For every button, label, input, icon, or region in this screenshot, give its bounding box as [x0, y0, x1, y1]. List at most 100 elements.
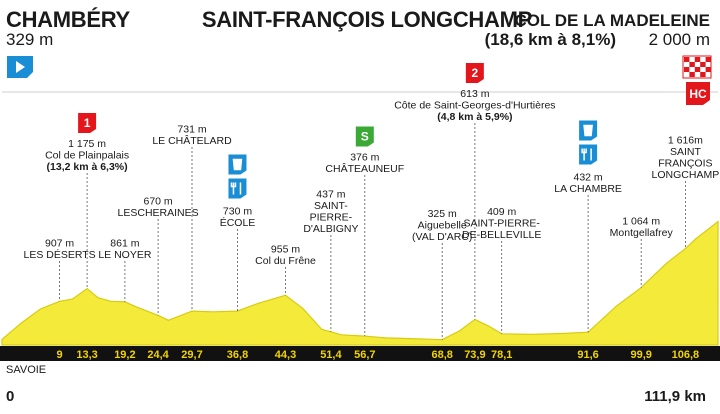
km-marker-label: 9 — [57, 349, 63, 361]
waypoint-label: 1 616m — [668, 135, 703, 147]
km-marker-label: 36,8 — [227, 349, 248, 361]
waypoint-label: 437 m — [316, 189, 345, 201]
sprint-letter: S — [361, 130, 369, 144]
waypoint-label: 432 m — [574, 172, 603, 184]
waypoint-label: Aiguebelle — [418, 220, 467, 232]
waypoint-label: (4,8 km à 5,9%) — [437, 111, 512, 123]
waypoint-label: 731 m — [177, 124, 206, 136]
km-marker-label: 99,9 — [630, 349, 651, 361]
waypoint-label: Col du Frêne — [255, 255, 316, 267]
feed-zone-icon-shape — [579, 144, 598, 165]
km-marker-label: 91,6 — [577, 349, 598, 361]
finish-flag-check — [684, 67, 690, 72]
sprint-badge-shape — [355, 126, 374, 147]
waypoint-label: PIERRE- — [310, 212, 353, 224]
start-town: CHAMBÉRY — [6, 7, 130, 32]
finish-flag-check — [700, 62, 706, 67]
waypoint-label: LONGCHAMP — [652, 169, 720, 181]
waypoint-label: LA CHAMBRE — [554, 183, 622, 195]
waypoint-label: 907 m — [45, 238, 74, 250]
km-marker-label: 19,2 — [114, 349, 135, 361]
drink-icon — [228, 154, 247, 175]
waypoint-label: Col de Plainpalais — [45, 150, 129, 162]
finish-flag-check — [694, 57, 701, 62]
km-marker-label: 24,4 — [147, 349, 169, 361]
km-bar — [0, 346, 720, 361]
drink-icon — [579, 120, 598, 141]
waypoint-label: 1 175 m — [68, 138, 106, 150]
km-marker-label: 68,8 — [431, 349, 452, 361]
drink-icon-glyph — [583, 124, 593, 137]
feed-zone-icon-glyph — [230, 182, 242, 195]
waypoint-label: D'ALBIGNY — [303, 223, 358, 235]
waypoint-label: 409 m — [487, 206, 516, 218]
start-altitude: 329 m — [6, 30, 54, 49]
waypoint-label: SAINT- — [314, 200, 348, 212]
waypoint-label: LES DÉSERTS — [24, 248, 96, 261]
finish-town: SAINT-FRANÇOIS LONGCHAMP — [201, 7, 532, 32]
feed-zone-icon-glyph — [581, 148, 592, 161]
waypoint-label: (VAL D'ARC) — [412, 231, 472, 243]
profile-area — [1, 220, 719, 346]
waypoint-label: DE-BELLEVILLE — [462, 229, 541, 241]
waypoint-label: 730 m — [223, 206, 252, 218]
start-flag-icon — [7, 56, 33, 78]
climb-category-icon: 1 — [78, 113, 97, 133]
finish-flag-check — [705, 57, 711, 62]
waypoint-label: LESCHERAINES — [118, 207, 199, 219]
waypoint-label: 325 m — [428, 208, 457, 220]
waypoint-label: 1 064 m — [622, 216, 660, 228]
hc-category-icon — [686, 82, 710, 105]
km-marker-label: 13,3 — [76, 349, 97, 361]
sprint-icon: S — [355, 126, 374, 147]
finish-flag-check — [705, 67, 711, 72]
climb-category-number: 2 — [472, 66, 479, 80]
waypoint-label: LE NOYER — [98, 249, 152, 261]
waypoint-label: Montgellafrey — [610, 227, 674, 239]
waypoint-label: Côte de Saint-Georges-d'Hurtières — [394, 100, 555, 112]
climb-category-number: 1 — [84, 116, 91, 130]
waypoint-label: 955 m — [271, 244, 300, 256]
climb-badge-shape — [78, 113, 97, 133]
waypoint-label: 670 m — [144, 196, 173, 208]
hc-category-label: HC — [689, 87, 707, 101]
start-km: 0 — [6, 388, 15, 405]
finish-flag-icon — [682, 55, 712, 79]
climb-category-icon: 2 — [465, 63, 484, 83]
waypoint-label: 613 m — [460, 88, 489, 100]
climb-badge-shape — [465, 63, 484, 83]
finish-flag-check — [689, 62, 695, 67]
waypoint-label: FRANÇOIS — [658, 158, 712, 170]
finish-col: COL DE LA MADELEINE — [514, 11, 710, 30]
feed-zone-icon — [228, 178, 247, 199]
total-distance: 111,9 km — [644, 388, 706, 405]
region-label: SAVOIE — [6, 364, 47, 376]
start-flag-arrow — [16, 61, 25, 73]
drink-icon-glyph — [232, 158, 243, 171]
km-marker-label: 29,7 — [181, 349, 202, 361]
waypoint-label: 861 m — [110, 238, 139, 250]
km-marker-label: 73,9 — [464, 349, 485, 361]
km-marker-label: 78,1 — [491, 349, 512, 361]
waypoint-label: LE CHÂTELARD — [152, 134, 232, 147]
feed-zone-icon — [579, 144, 598, 165]
finish-flag-check — [684, 57, 690, 62]
km-marker-label: 51,4 — [320, 349, 342, 361]
km-marker-label: 106,8 — [672, 349, 700, 361]
km-marker-label: 44,3 — [275, 349, 296, 361]
feed-zone-icon-shape — [228, 178, 247, 199]
finish-altitude: 2 000 m — [648, 30, 710, 49]
finish-climb: (18,6 km à 8,1%) — [484, 30, 616, 49]
finish-flag-check — [700, 72, 706, 77]
finish-flag-check — [694, 67, 701, 72]
waypoint-label: ÉCOLE — [220, 216, 256, 229]
finish-flag-check — [689, 72, 695, 77]
waypoint-label: SAINT — [670, 146, 702, 158]
km-marker-label: 56,7 — [354, 349, 375, 361]
waypoint-label: CHÂTEAUNEUF — [325, 162, 404, 175]
waypoint-label: 376 m — [350, 152, 379, 164]
waypoint-label: (13,2 km à 6,3%) — [47, 161, 128, 173]
waypoint-label: SAINT-PIERRE- — [463, 218, 540, 230]
